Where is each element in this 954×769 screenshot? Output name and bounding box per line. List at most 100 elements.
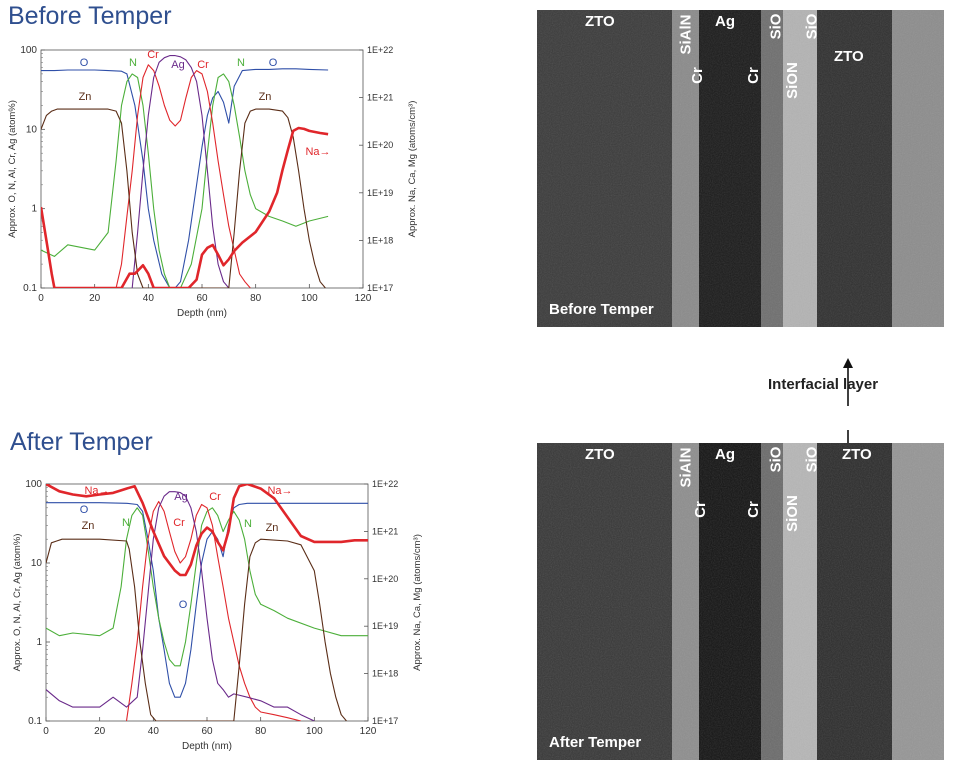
tem-label-cr-1: Cr — [691, 501, 709, 518]
y-tick-label: 100 — [20, 45, 37, 56]
series-line-n — [46, 507, 368, 667]
after-temper-title: After Temper — [10, 428, 153, 456]
series-line-ag — [131, 55, 230, 288]
tem-label-cr-2: Cr — [744, 67, 762, 84]
tem-label-ag: Ag — [715, 13, 735, 30]
x-tick-label: 0 — [38, 293, 44, 304]
series-annotation-zn: Zn — [266, 522, 279, 534]
tem-label-sio-1: SiO — [767, 446, 785, 473]
tem-image-before: ZTO SiAlN Ag SiO SiO ZTO Cr Cr SiON Befo… — [537, 10, 944, 327]
y2-tick-label: 1E+20 — [372, 574, 398, 584]
series-annotation-na: Na→ — [84, 485, 109, 497]
series-annotation-o: O — [80, 504, 89, 516]
x-tick-label: 60 — [196, 293, 208, 304]
series-annotation-zn: Zn — [259, 91, 272, 103]
y2-tick-label: 1E+22 — [367, 45, 393, 55]
series-line-cr — [125, 500, 302, 721]
plot-frame — [40, 49, 364, 289]
series-annotation-n: N — [237, 57, 245, 69]
y2-tick-label: 1E+21 — [367, 93, 393, 103]
tem-caption-after: After Temper — [549, 734, 642, 751]
y2-tick-label: 1E+19 — [372, 621, 398, 631]
y-tick-label: 1 — [36, 637, 42, 648]
x-tick-label: 40 — [148, 726, 160, 737]
before-depth-profile-chart: 0 20 40 60 80 100 120 0.1 1 10 100 1E+17 1E+18 1E+19 1… — [7, 45, 418, 319]
tem-label-sion: SiON — [783, 495, 801, 532]
y-tick-label: 1 — [31, 204, 37, 215]
x-tick-label: 20 — [94, 726, 106, 737]
series-annotation-na: Na→ — [305, 146, 330, 158]
x-tick-label: 0 — [43, 726, 49, 737]
series-annotation-na: Na→ — [267, 485, 292, 497]
tem-label-cr-2: Cr — [744, 501, 762, 518]
series-line-o — [46, 502, 368, 698]
series-annotation-o: O — [179, 599, 188, 611]
x-tick-label: 40 — [143, 293, 155, 304]
series-annotation-cr: Cr — [173, 517, 185, 529]
y2-tick-label: 1E+19 — [367, 188, 393, 198]
tem-label-sion: SiON — [783, 62, 801, 99]
x-axis-label: Depth (nm) — [182, 741, 232, 752]
y-axis-label: Approx. O, N, Al, Cr, Ag (atom%) — [7, 100, 18, 238]
y-tick-label: 0.1 — [28, 716, 42, 727]
series-annotation-zn: Zn — [79, 91, 92, 103]
y2-tick-label: 1E+21 — [372, 526, 398, 536]
tem-caption-before: Before Temper — [549, 301, 654, 318]
x-tick-label: 100 — [301, 293, 318, 304]
tem-micrograph-before — [537, 10, 944, 327]
interfacial-layer-label: Interfacial layer — [768, 376, 879, 393]
tem-label-cr-1: Cr — [688, 67, 706, 84]
series-annotation-n: N — [244, 518, 252, 530]
series-annotation-cr: Cr — [197, 59, 209, 71]
x-tick-label: 80 — [255, 726, 267, 737]
series-line-ag — [46, 491, 315, 721]
series-line-cr — [115, 64, 251, 288]
series-annotation-o: O — [80, 57, 89, 69]
tem-label-zto-right: ZTO — [834, 48, 864, 65]
series-annotation-n: N — [129, 57, 137, 69]
series-line-na — [46, 484, 368, 577]
y-tick-label: 10 — [26, 124, 38, 135]
tem-label-sio-2: SiO — [803, 446, 821, 473]
series-line-zn — [41, 108, 326, 288]
x-tick-label: 120 — [360, 726, 377, 737]
tem-label-sialn: SiAlN — [677, 447, 695, 488]
before-temper-title: Before Temper — [8, 2, 172, 30]
x-tick-label: 60 — [201, 726, 213, 737]
series-annotation-cr: Cr — [209, 491, 221, 503]
series-line-o — [41, 68, 329, 288]
series-annotation-zn: Zn — [82, 520, 95, 532]
tem-label-ag: Ag — [715, 446, 735, 463]
y2-tick-label: 1E+22 — [372, 479, 398, 489]
y2-tick-label: 1E+18 — [372, 669, 398, 679]
series-annotation-ag: Ag — [174, 491, 187, 503]
tem-label-sio-2: SiO — [803, 13, 821, 40]
tem-micrograph-after — [537, 443, 944, 760]
y2-tick-label: 1E+18 — [367, 235, 393, 245]
x-tick-label: 120 — [355, 293, 372, 304]
x-tick-label: 100 — [306, 726, 323, 737]
y-tick-label: 0.1 — [23, 283, 37, 294]
series-line-na — [41, 126, 329, 288]
y-tick-label: 10 — [31, 558, 43, 569]
series-annotation-n: N — [122, 517, 130, 529]
series-line-n — [41, 73, 329, 288]
tem-label-zto-left: ZTO — [585, 446, 615, 463]
tem-label-sialn: SiAlN — [677, 14, 695, 55]
tem-label-zto-right: ZTO — [842, 446, 872, 463]
x-axis-label: Depth (nm) — [177, 308, 227, 319]
x-tick-label: 80 — [250, 293, 262, 304]
series-annotation-cr: Cr — [147, 49, 159, 61]
tem-image-after: ZTO SiAlN Ag SiO SiO ZTO Cr Cr SiON Afte… — [537, 443, 944, 760]
y2-axis-label: Approx. Na, Ca, Mg (atoms/cm³) — [407, 101, 418, 238]
x-tick-label: 20 — [89, 293, 101, 304]
series-annotation-o: O — [269, 57, 278, 69]
tem-label-sio-1: SiO — [767, 13, 785, 40]
y2-tick-label: 1E+17 — [367, 283, 393, 293]
series-annotation-ag: Ag — [171, 59, 184, 71]
after-depth-profile-chart: 0 20 40 60 80 100 120 0.1 1 10 100 1E+17 1E+18 1E+19 1… — [12, 479, 423, 752]
y-axis-label: Approx. O, N, Al, Cr, Ag (atom%) — [12, 534, 23, 672]
y2-tick-label: 1E+17 — [372, 716, 398, 726]
y2-tick-label: 1E+20 — [367, 140, 393, 150]
series-line-zn — [46, 538, 347, 721]
